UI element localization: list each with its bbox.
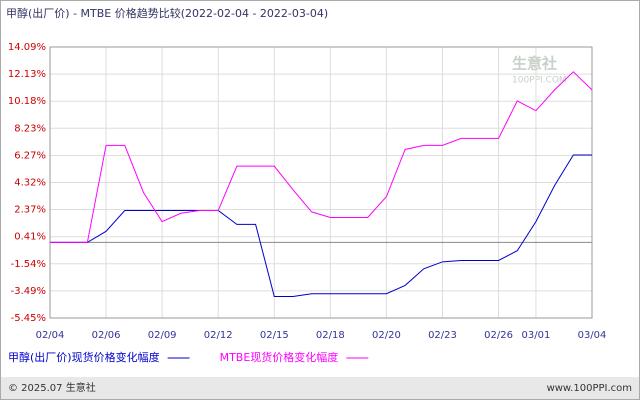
x-tick-label: 02/12: [204, 330, 233, 341]
y-tick-label: 0.41%: [14, 232, 46, 243]
x-tick-label: 02/26: [484, 330, 513, 341]
legend-label: MTBE现货价格变化幅度: [220, 350, 339, 364]
series-line: [50, 71, 593, 243]
footer-left: © 2025.07 生意社: [8, 381, 96, 394]
footer-bar: [1, 377, 639, 399]
chart-title: 甲醇(出厂价) - MTBE 价格趋势比较(2022-02-04 - 2022-…: [6, 6, 328, 20]
y-tick-label: 14.09%: [8, 42, 46, 53]
legend-label: 甲醇(出厂价)现货价格变化幅度: [8, 350, 160, 364]
x-tick-label: 02/23: [428, 330, 457, 341]
y-tick-label: -1.54%: [11, 259, 46, 270]
x-tick-label: 02/20: [372, 330, 401, 341]
y-tick-label: 8.23%: [14, 123, 46, 134]
x-tick-label: 03/04: [578, 330, 607, 341]
watermark: 100PPI.COM: [512, 76, 567, 86]
plot-border: [49, 46, 593, 319]
x-tick-label: 02/04: [36, 330, 65, 341]
x-tick-label: 02/09: [148, 330, 177, 341]
y-tick-label: -5.45%: [11, 313, 46, 324]
y-tick-label: -3.49%: [11, 286, 46, 297]
x-tick-label: 02/06: [92, 330, 121, 341]
y-tick-label: 12.13%: [8, 69, 46, 80]
footer-right: www.100PPI.com: [547, 383, 632, 394]
x-tick-label: 03/01: [522, 330, 551, 341]
series-line: [50, 154, 592, 298]
y-tick-label: 10.18%: [8, 96, 46, 107]
y-tick-label: 6.27%: [14, 150, 46, 161]
watermark: 生意社: [512, 55, 557, 73]
x-tick-label: 02/15: [260, 330, 289, 341]
y-tick-label: 2.37%: [14, 205, 46, 216]
y-tick-label: 4.32%: [14, 178, 46, 189]
x-tick-label: 02/18: [316, 330, 345, 341]
